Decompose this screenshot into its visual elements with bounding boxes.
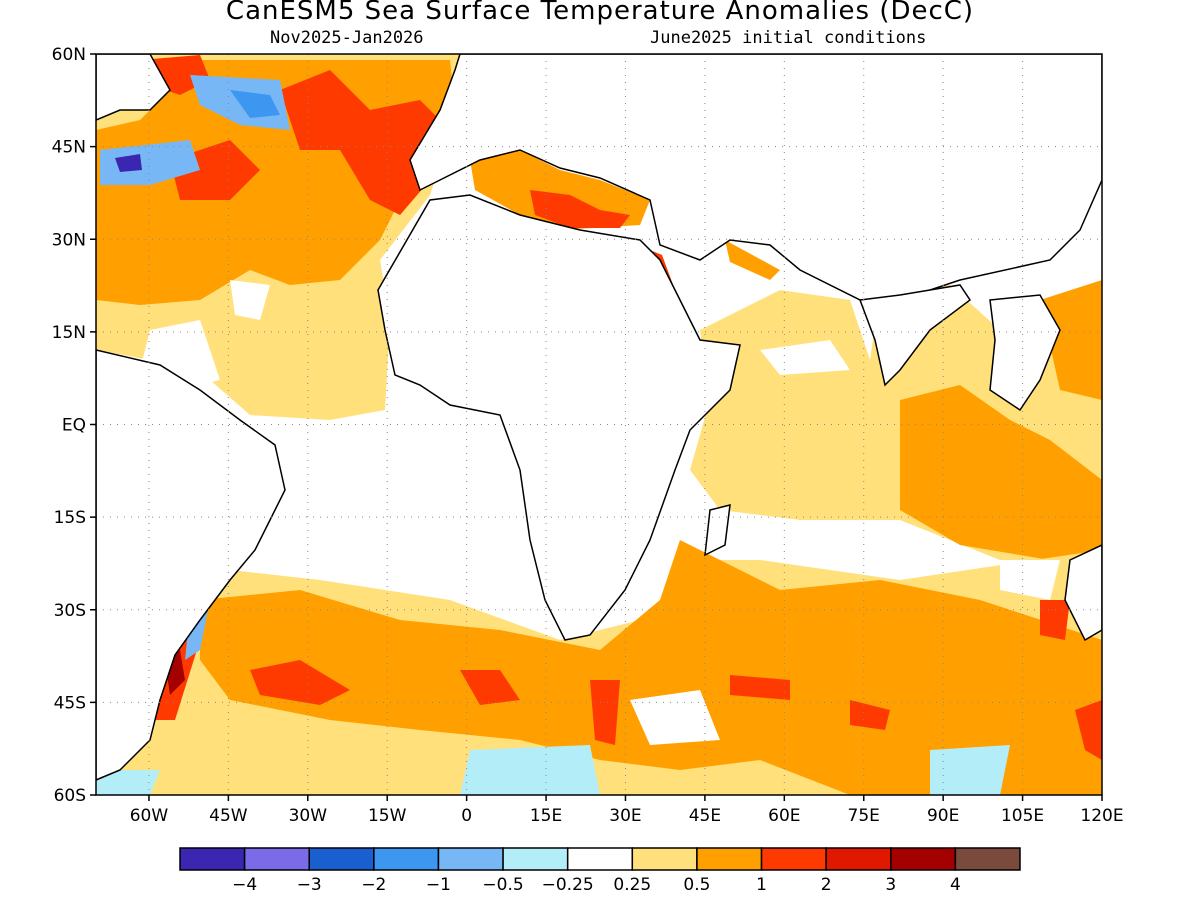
colorbar-label: 0.25 <box>613 875 651 895</box>
lon-tick-label: 45W <box>209 806 248 826</box>
anomaly-region <box>760 340 850 375</box>
colorbar-swatch <box>243 847 310 871</box>
anomaly-region <box>590 680 620 745</box>
lon-tick-label: 30E <box>609 806 641 826</box>
anomaly-region <box>630 690 720 745</box>
colorbar-swatch <box>179 847 246 871</box>
map-title: CanESM5 Sea Surface Temperature Anomalie… <box>225 0 975 26</box>
colorbar-swatch <box>437 847 504 871</box>
colorbar-swatch <box>308 847 375 871</box>
latitude-labels: 60N 45N 30N 15N EQ 15S 30S 45S 60S <box>52 45 96 806</box>
africa-land <box>377 194 741 641</box>
lat-tick-label: 45S <box>54 693 86 713</box>
lat-tick-label: 60N <box>52 45 86 65</box>
anomaly-region <box>725 240 780 280</box>
anomaly-region <box>250 660 350 705</box>
colorbar-label: −2 <box>361 875 386 895</box>
anomaly-region <box>1040 280 1102 400</box>
lat-tick-label: 60S <box>54 786 86 806</box>
longitude-labels: 60W 45W 30W 15W 0 15E 30E 45E 60E 75E 90E 105E 120E <box>130 795 1124 826</box>
south-america-land <box>96 349 286 781</box>
lon-tick-label: 0 <box>461 806 472 826</box>
anomaly-region <box>850 700 890 730</box>
europe-land <box>409 54 1102 332</box>
colorbar-label: −0.5 <box>482 875 523 895</box>
anomaly-region <box>96 770 160 795</box>
colorbar-swatch <box>760 847 827 871</box>
madagascar-land <box>704 504 731 557</box>
lon-tick-label: 15E <box>530 806 562 826</box>
lon-tick-label: 90E <box>927 806 959 826</box>
lat-tick-label: 30N <box>52 230 86 250</box>
anomaly-region <box>115 154 142 172</box>
greenland-land <box>96 54 171 121</box>
lat-tick-label: 15S <box>54 508 86 528</box>
india-land <box>858 284 972 387</box>
anomaly-region <box>460 670 520 705</box>
lon-tick-label: 75E <box>848 806 880 826</box>
anomaly-region <box>930 745 1010 795</box>
lat-tick-label: 30S <box>54 601 86 621</box>
forecast-period: Nov2025-Jan2026 <box>270 28 424 48</box>
colorbar: −4 −3 −2 −1 −0.5 −0.25 0.25 0.5 1 2 3 4 <box>179 847 1021 895</box>
colorbar-label: 3 <box>885 875 896 895</box>
colorbar-label: −0.25 <box>542 875 594 895</box>
anomaly-region <box>280 70 450 215</box>
colorbar-swatch <box>954 847 1021 871</box>
colorbar-label: 1 <box>756 875 767 895</box>
initial-conditions: June2025 initial conditions <box>650 28 927 48</box>
colorbar-label: −3 <box>297 875 322 895</box>
lon-tick-label: 30W <box>289 806 328 826</box>
colorbar-swatch <box>825 847 892 871</box>
anomaly-region <box>1040 600 1070 640</box>
colorbar-label: 4 <box>950 875 961 895</box>
lon-tick-label: 120E <box>1080 806 1123 826</box>
anomaly-region <box>460 745 600 795</box>
lon-tick-label: 60W <box>130 806 169 826</box>
lon-tick-label: 105E <box>1001 806 1044 826</box>
anomaly-region <box>530 190 630 228</box>
lat-tick-label: 45N <box>52 138 86 158</box>
anomaly-region <box>730 675 790 700</box>
coastlines <box>96 54 1102 781</box>
anomaly-field <box>96 54 1102 795</box>
lat-tick-label: EQ <box>62 416 86 436</box>
colorbar-swatch <box>631 847 698 871</box>
lon-tick-label: 15W <box>368 806 407 826</box>
anomaly-region <box>900 385 1102 560</box>
colorbar-label: 0.5 <box>683 875 710 895</box>
lon-tick-label: 45E <box>689 806 721 826</box>
colorbar-swatch <box>566 847 634 871</box>
anomaly-region <box>100 140 200 185</box>
colorbar-swatch <box>373 847 440 871</box>
colorbar-swatch <box>890 847 957 871</box>
southeast-asia-land <box>989 294 1061 412</box>
anomaly-region <box>200 540 1102 795</box>
australia-land <box>1064 544 1102 642</box>
colorbar-label: 2 <box>821 875 832 895</box>
colorbar-label: −4 <box>232 875 257 895</box>
colorbar-swatch <box>502 847 569 871</box>
anomaly-region <box>1075 700 1102 760</box>
colorbar-swatch <box>696 847 763 871</box>
lon-tick-label: 60E <box>768 806 800 826</box>
anomaly-region <box>230 280 270 320</box>
anomaly-region <box>470 150 650 230</box>
anomaly-region <box>1000 560 1060 600</box>
lat-tick-label: 15N <box>52 323 86 343</box>
colorbar-label: −1 <box>426 875 451 895</box>
anomaly-region <box>230 90 280 118</box>
